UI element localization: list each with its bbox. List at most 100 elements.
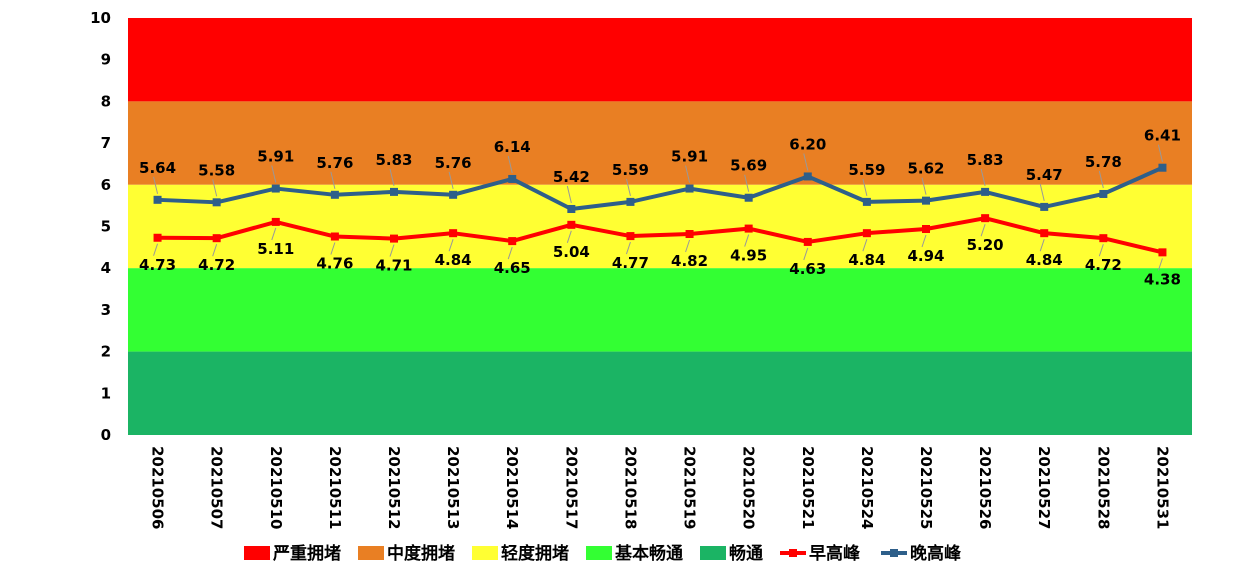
label-leader [448, 239, 454, 252]
data-point [567, 220, 576, 229]
y-tick-label: 9 [101, 51, 111, 69]
label-leader [744, 174, 750, 192]
band-4 [128, 351, 1192, 435]
data-point [685, 184, 694, 193]
y-tick-label: 2 [101, 343, 111, 361]
data-point [330, 190, 339, 199]
data-point [1040, 202, 1049, 211]
legend-swatch [586, 546, 612, 560]
label-leader [507, 246, 513, 260]
legend-swatch [472, 546, 498, 560]
data-point [1158, 248, 1167, 257]
data-label: 5.83 [967, 151, 1004, 169]
legend-item: 严重拥堵 [244, 543, 341, 564]
legend-label: 中度拥堵 [387, 543, 455, 564]
data-label: 4.73 [139, 256, 176, 274]
data-label: 4.38 [1144, 270, 1181, 288]
data-point [390, 187, 398, 196]
data-label: 4.95 [730, 247, 767, 265]
data-label: 4.72 [198, 256, 235, 274]
legend-item: 晚高峰 [881, 543, 962, 564]
data-label: 4.84 [435, 251, 472, 269]
data-point [212, 198, 221, 207]
label-leader [803, 247, 809, 261]
y-tick-label: 3 [101, 301, 111, 319]
x-tick-label: 20210513 [444, 446, 462, 530]
x-tick-label: 20210512 [385, 446, 403, 530]
label-leader [330, 171, 336, 189]
data-point [922, 196, 930, 205]
legend-label: 基本畅通 [614, 543, 683, 564]
label-leader [862, 239, 868, 252]
label-leader [271, 227, 277, 241]
y-tick-label: 10 [90, 9, 111, 27]
series-line [157, 165, 1164, 211]
data-label: 5.20 [967, 236, 1004, 254]
x-tick-label: 20210506 [149, 446, 167, 530]
data-label: 6.14 [494, 138, 531, 156]
data-point [153, 195, 162, 204]
data-point [271, 217, 280, 226]
data-point [449, 229, 458, 238]
data-point [1040, 229, 1049, 238]
label-leader [1098, 244, 1104, 257]
legend-swatch [358, 546, 384, 560]
label-leader [389, 168, 395, 187]
data-point [1099, 234, 1108, 243]
y-tick-label: 8 [101, 92, 111, 110]
label-leader [507, 155, 513, 174]
data-point [981, 187, 990, 196]
data-point [981, 214, 990, 223]
data-label: 5.76 [435, 154, 472, 172]
data-point [153, 233, 162, 242]
data-point [271, 184, 280, 193]
label-leader [271, 165, 277, 183]
data-label: 5.04 [553, 243, 590, 261]
data-label: 5.91 [671, 148, 708, 166]
legend-marker [789, 549, 797, 557]
data-point [803, 237, 812, 246]
label-leader [921, 234, 927, 248]
label-leader [389, 244, 395, 257]
x-tick-label: 20210519 [681, 446, 699, 530]
y-tick-label: 6 [101, 176, 111, 194]
legend-label: 晚高峰 [910, 543, 962, 564]
data-label: 4.82 [671, 252, 708, 270]
data-point [862, 197, 871, 206]
y-tick-label: 7 [101, 134, 111, 152]
data-point [330, 232, 339, 241]
band-1 [128, 101, 1192, 185]
data-point [922, 225, 930, 234]
data-label: 4.94 [907, 247, 944, 265]
label-leader [625, 178, 631, 197]
x-tick-label: 20210528 [1094, 446, 1112, 530]
data-point [626, 197, 635, 206]
label-leader [1157, 258, 1163, 271]
x-tick-label: 20210527 [1035, 446, 1053, 530]
legend-label: 轻度拥堵 [501, 543, 569, 564]
label-leader [566, 185, 572, 204]
label-leader [980, 168, 986, 187]
legend-item: 畅通 [700, 543, 763, 564]
label-leader [862, 178, 868, 197]
data-label: 4.65 [494, 259, 531, 277]
label-leader [330, 242, 336, 255]
label-leader [212, 179, 218, 197]
label-leader [1098, 170, 1104, 189]
x-tick-label: 20210507 [208, 446, 226, 530]
legend-label: 畅通 [729, 543, 763, 564]
band-0 [128, 18, 1192, 102]
label-leader [980, 224, 986, 237]
legend-label: 早高峰 [809, 543, 861, 564]
data-point [862, 229, 871, 238]
x-tick-label: 20210510 [267, 446, 285, 530]
data-label: 5.69 [730, 157, 767, 175]
x-tick-label: 20210531 [1153, 446, 1171, 530]
label-leader [744, 234, 750, 247]
data-point [1158, 163, 1167, 172]
data-label: 5.59 [612, 161, 649, 179]
legend: 严重拥堵 中度拥堵 轻度拥堵 基本畅通 畅通 早高峰 晚高峰 [244, 543, 962, 564]
label-leader [566, 230, 572, 243]
x-tick-label: 20210514 [503, 446, 521, 530]
